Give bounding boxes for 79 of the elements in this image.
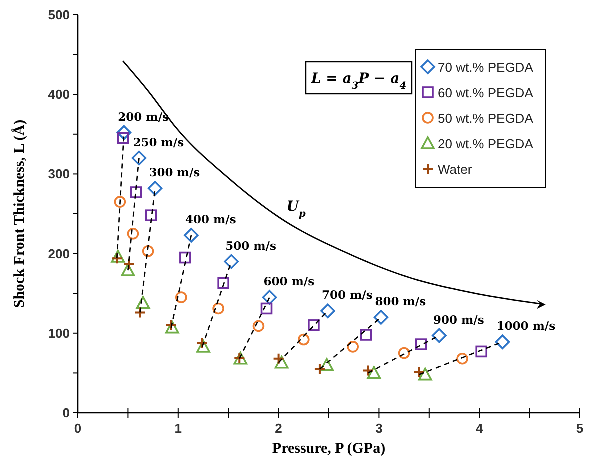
point	[362, 364, 374, 377]
point	[130, 186, 142, 198]
y-tick-label: 100	[48, 326, 70, 341]
point	[360, 329, 372, 341]
point	[262, 290, 278, 305]
point	[136, 296, 150, 310]
y-tick-label: 500	[48, 8, 70, 22]
point	[415, 338, 428, 350]
point	[308, 320, 320, 332]
point	[196, 336, 208, 349]
x-tick-label: 3	[376, 421, 383, 436]
point	[145, 210, 158, 222]
x-tick-label: 4	[476, 421, 484, 436]
point	[314, 363, 326, 376]
point	[374, 310, 389, 325]
point	[413, 366, 426, 378]
y-tick-label: 200	[48, 246, 70, 262]
annotation: 600 m/s	[264, 274, 315, 289]
point	[260, 302, 273, 315]
point	[252, 320, 265, 332]
annotation: 1000 m/s	[496, 319, 556, 334]
point	[298, 334, 310, 346]
annotation: 200 m/s	[118, 110, 170, 124]
point	[272, 352, 285, 365]
point	[320, 358, 334, 372]
point	[418, 368, 432, 381]
y-tick-label: 400	[48, 87, 70, 102]
point	[212, 302, 224, 315]
point	[274, 356, 289, 369]
legend-label: Water	[438, 162, 473, 177]
point	[148, 181, 163, 196]
point	[495, 334, 510, 350]
point	[142, 246, 154, 258]
point	[116, 125, 132, 140]
point	[196, 340, 210, 353]
point	[180, 252, 192, 264]
annotation: 300 m/s	[149, 166, 200, 180]
x-axis-title: Pressure, P (GPa)	[272, 441, 386, 457]
annotation: 500 m/s	[226, 238, 276, 253]
point	[176, 292, 188, 304]
x-tick-label: 2	[275, 421, 282, 436]
point	[165, 320, 180, 334]
annotation: 400 m/s	[185, 212, 236, 226]
point	[367, 366, 382, 380]
annotation: 800 m/s	[375, 294, 426, 308]
x-tick-label: 5	[576, 421, 584, 436]
y-tick-label: 300	[48, 166, 70, 182]
legend-label: 50 wt.% PEGDA	[438, 111, 534, 126]
point	[111, 250, 126, 263]
point	[224, 254, 240, 270]
annotation: U$_{p}$	[286, 199, 306, 220]
point	[132, 150, 147, 166]
point	[127, 228, 140, 240]
point	[111, 252, 124, 265]
x-tick-label: 1	[174, 421, 182, 436]
point	[121, 264, 136, 276]
point	[347, 341, 359, 353]
annotation: 900 m/s	[433, 312, 484, 327]
legend-label: 60 wt.% PEGDA	[438, 86, 534, 100]
y-tick-label: 0	[62, 406, 70, 420]
legend-label: 70 wt.% PEGDA	[438, 60, 534, 75]
point	[134, 306, 146, 319]
point	[398, 347, 410, 360]
point	[456, 352, 468, 365]
point	[117, 132, 130, 144]
point	[476, 346, 488, 358]
annotation: 250 m/s	[133, 135, 184, 150]
legend-label: 20 wt.% PEGDA	[438, 136, 534, 152]
point	[165, 319, 178, 332]
point	[432, 328, 447, 344]
y-axis-title: Shock Front Thickness, L (Å)	[11, 120, 28, 308]
annotation: 700 m/s	[322, 288, 373, 302]
point	[218, 277, 230, 290]
x-tick-label: 0	[74, 421, 82, 436]
point	[184, 228, 199, 243]
point	[320, 304, 336, 319]
annotation: L = a$_{3}$P − a$_{4}$	[310, 71, 407, 92]
point	[123, 258, 136, 270]
point	[114, 196, 126, 208]
